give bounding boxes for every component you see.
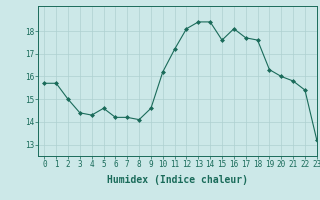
X-axis label: Humidex (Indice chaleur): Humidex (Indice chaleur) bbox=[107, 175, 248, 185]
